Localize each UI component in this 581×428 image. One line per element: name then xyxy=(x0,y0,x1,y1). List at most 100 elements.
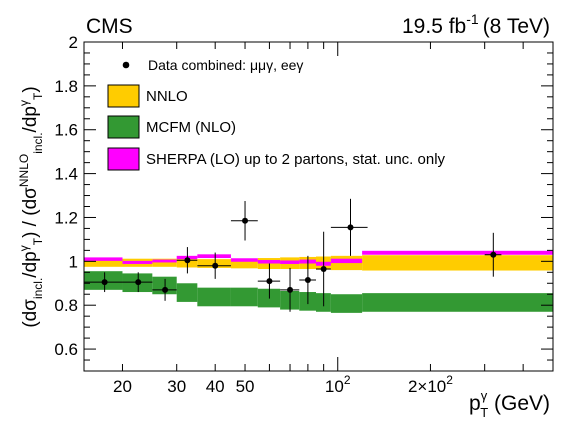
nnlo-band-bin xyxy=(230,258,258,269)
sherpa-band-bin xyxy=(230,258,258,262)
legend: Data combined: μμγ, eeγ NNLO MCFM (NLO) SHE… xyxy=(107,57,446,171)
y-axis-title: (dσincl./dpγT) / (dσNNLOincl./dpγT) xyxy=(17,86,45,327)
y-tick-label: 1 xyxy=(69,252,78,271)
data-point-marker xyxy=(266,278,273,285)
x-tick-label-base: 20 xyxy=(113,377,132,396)
luminosity-value: 19.5 fb xyxy=(402,15,466,38)
energy-label: (8 TeV) xyxy=(483,15,550,38)
x-tick-label-base: 40 xyxy=(206,377,225,396)
y-tick-label: 0.6 xyxy=(54,340,78,359)
legend-label: Data combined: μμγ, eeγ xyxy=(148,57,303,73)
theory-bands xyxy=(84,250,553,313)
data-point xyxy=(176,247,198,274)
y-axis-title-part: incl. xyxy=(31,278,45,299)
data-points xyxy=(84,198,502,312)
data-point xyxy=(299,255,316,305)
y-axis: 0.6 0.8 1 1.2 1.4 1.6 1.8 2 xyxy=(54,33,553,372)
x-axis-title-sup: γ xyxy=(481,388,488,403)
y-axis-title-part: γ xyxy=(17,245,31,251)
y-axis-title-part: γ xyxy=(17,100,31,106)
mcfm-band-bin xyxy=(197,287,231,307)
y-axis-title-part: (dσ xyxy=(20,299,41,328)
sherpa-band-bin xyxy=(280,260,300,264)
x-axis-title-unit: (GeV) xyxy=(488,392,550,415)
mcfm-band-bin xyxy=(362,293,553,312)
data-point xyxy=(152,278,177,301)
y-axis-title-part: T xyxy=(31,237,45,245)
x-tick-label-base: 30 xyxy=(167,377,186,396)
legend-label: NNLO xyxy=(146,88,188,105)
data-point xyxy=(316,231,331,307)
luminosity-label: 19.5 fb-1 (8 TeV) xyxy=(402,11,550,38)
x-tick-label-base: 50 xyxy=(236,377,255,396)
legend-label: SHERPA (LO) up to 2 partons, stat. unc. … xyxy=(146,151,446,168)
x-tick-label: 2×102 xyxy=(408,373,453,396)
y-axis-title-part: incl. xyxy=(31,132,45,153)
data-point-marker xyxy=(162,286,169,293)
x-tick-label-exponent: 2 xyxy=(446,373,453,387)
sherpa-band-bin xyxy=(330,258,363,264)
data-point xyxy=(197,252,231,279)
data-point xyxy=(484,232,502,277)
y-tick-label: 1.8 xyxy=(54,77,78,96)
data-point xyxy=(230,201,258,241)
legend-entry-sherpa: SHERPA (LO) up to 2 partons, stat. unc. … xyxy=(107,147,446,171)
mcfm-band-bin xyxy=(330,294,363,313)
y-axis-title-part: /dp xyxy=(20,106,41,132)
sherpa-band-bin xyxy=(257,260,281,264)
legend-entry-nnlo: NNLO xyxy=(107,84,188,108)
y-tick-label: 0.8 xyxy=(54,296,78,315)
y-axis-title-part: /dp xyxy=(20,251,41,277)
sherpa-band-bin xyxy=(152,259,177,263)
sherpa-band-bin xyxy=(362,250,553,255)
y-tick-label: 1.6 xyxy=(54,121,78,140)
data-point xyxy=(257,263,281,299)
data-point-marker xyxy=(287,286,294,293)
legend-marker xyxy=(122,61,130,69)
data-point xyxy=(330,198,368,256)
x-tick-label: 30 xyxy=(167,377,186,396)
y-axis-title-part: ) xyxy=(20,86,41,92)
x-axis-title: pγ T (GeV) xyxy=(469,388,550,420)
luminosity-unit-exponent: -1 xyxy=(466,11,479,27)
x-axis: 20 30 40 50 102 2×102 xyxy=(113,42,554,396)
x-tick-label-base: 10 xyxy=(325,377,344,396)
sherpa-band-bin xyxy=(84,257,123,261)
y-tick-label: 1.2 xyxy=(54,208,78,227)
data-point-marker xyxy=(135,279,142,286)
x-axis-title-main: p xyxy=(469,392,481,415)
y-axis-title-part: ) / (dσ xyxy=(20,187,41,238)
legend-swatch xyxy=(107,115,140,139)
data-point xyxy=(84,272,123,293)
x-tick-label-exponent: 2 xyxy=(344,373,351,387)
x-tick-label-base: 2×10 xyxy=(408,377,446,396)
x-tick-label: 40 xyxy=(206,377,225,396)
x-tick-label: 20 xyxy=(113,377,132,396)
y-axis-title-part: NNLO xyxy=(17,154,31,187)
legend-swatch xyxy=(107,84,140,108)
data-point xyxy=(280,267,300,312)
mcfm-band-bin xyxy=(176,283,198,302)
data-point-marker xyxy=(320,266,327,273)
sherpa-band-bin xyxy=(122,260,153,264)
data-point-marker xyxy=(242,217,249,224)
data-point xyxy=(122,272,153,293)
x-axis-title-sub: T xyxy=(480,405,488,420)
data-point-marker xyxy=(347,224,354,231)
mcfm-band-bin xyxy=(230,287,258,307)
experiment-label: CMS xyxy=(86,15,133,38)
data-point-marker xyxy=(304,276,311,283)
sherpa-band-bin xyxy=(197,254,231,259)
data-point-marker xyxy=(212,262,219,269)
legend-swatch xyxy=(107,147,140,171)
nnlo-band-bin xyxy=(84,258,123,267)
x-tick-label: 102 xyxy=(325,373,351,396)
y-tick-label: 2 xyxy=(69,33,78,52)
data-point-marker xyxy=(101,279,108,286)
data-point-marker xyxy=(490,251,497,258)
x-tick-label: 50 xyxy=(236,377,255,396)
legend-entry-data: Data combined: μμγ, eeγ xyxy=(122,57,303,73)
nnlo-band-bin xyxy=(362,255,553,271)
nnlo-band-bin xyxy=(152,258,177,267)
